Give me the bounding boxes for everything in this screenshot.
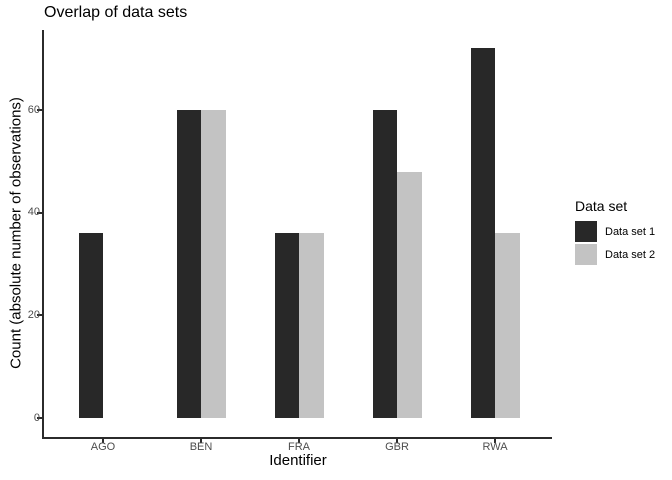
y-tick-label-40: 40 [27,206,40,219]
y-axis-title: Count (absolute number of observations) [7,97,25,369]
legend-item-data-set-2: Data set 2 [575,244,655,265]
x-tick-fra [298,439,300,443]
bar-ago-data-set-1 [78,233,103,418]
y-tick-label-20: 20 [27,308,40,321]
y-tick-60 [37,109,42,111]
y-axis-line [42,30,44,439]
bar-fra-data-set-2 [299,233,324,418]
bar-fra-data-set-1 [274,233,299,418]
x-tick-label-ago: AGO [90,441,116,453]
x-tick-label-ben: BEN [189,441,213,453]
y-tick-20 [37,314,42,317]
bar-ben-data-set-1 [176,110,201,418]
bar-rwa-data-set-2 [495,233,520,418]
bar-gbr-data-set-1 [372,110,397,418]
legend-swatch-icon [575,221,597,242]
bar-rwa-data-set-1 [470,48,495,418]
x-tick-label-rwa: RWA [482,441,508,453]
x-tick-gbr [396,439,398,443]
legend-items: Data set 1 Data set 2 [575,221,655,265]
x-tick-ago [102,439,104,443]
x-tick-label-gbr: GBR [385,441,409,453]
y-tick-label-60: 60 [27,103,40,116]
legend-title: Data set [575,198,628,214]
legend-item-data-set-1: Data set 1 [575,221,655,242]
x-axis-title: Identifier [269,452,327,469]
bar-gbr-data-set-2 [397,171,422,418]
legend: Data set Data set 1 Data set 2 [575,198,655,267]
y-tick-0 [37,417,42,419]
legend-label: Data set 2 [605,248,656,261]
x-axis-line [42,437,552,439]
x-tick-ben [200,439,202,443]
x-tick-rwa [494,439,496,443]
y-tick-40 [37,211,42,214]
legend-swatch-icon [575,244,597,265]
y-tick-label-0: 0 [33,411,40,424]
chart-title: Overlap of data sets [44,4,188,21]
legend-label: Data set 1 [605,225,656,238]
x-tick-label-fra: FRA [288,441,310,453]
bar-ben-data-set-2 [201,110,226,418]
